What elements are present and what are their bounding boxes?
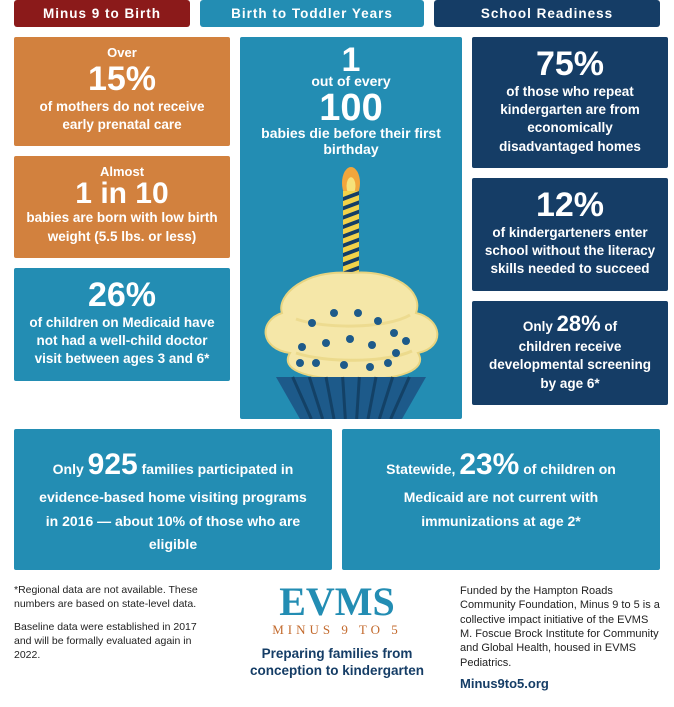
stat-well-child: 26% of children on Medicaid have not had…: [14, 268, 230, 381]
stat-value: 925: [88, 448, 138, 481]
cupcake-illustration: [246, 163, 456, 419]
footnotes: *Regional data are not available. These …: [14, 584, 214, 693]
stat-n2: 100: [246, 91, 456, 125]
cupcake-icon: [246, 163, 456, 419]
brand-tagline: Preparing families from conception to ki…: [226, 645, 448, 680]
stat-value: 75%: [480, 47, 660, 81]
stat-s2: babies die before their first birthday: [246, 125, 456, 157]
funding-block: Funded by the Hampton Roads Community Fo…: [460, 584, 660, 693]
brand-subtitle: MINUS 9 TO 5: [226, 622, 448, 639]
stat-value: 28%: [557, 311, 601, 336]
stat-pre: Statewide,: [386, 461, 459, 477]
stat-value: 26%: [22, 278, 222, 312]
right-column: 75% of those who repeat kindergarten are…: [472, 37, 668, 419]
brand-name: EVMS: [226, 584, 448, 620]
stat-pre: Only: [53, 461, 88, 477]
footer: *Regional data are not available. These …: [14, 584, 660, 693]
stat-value: 1 in 10: [22, 179, 222, 209]
stat-value: 12%: [480, 188, 660, 222]
funding-text: Funded by the Hampton Roads Community Fo…: [460, 584, 660, 670]
stat-sub: of kindergarteners enter school without …: [480, 224, 660, 279]
stat-literacy-skills: 12% of kindergarteners enter school with…: [472, 178, 668, 291]
left-column: Over 15% of mothers do not receive early…: [14, 37, 230, 419]
center-infant-mortality: 1 out of every 100 babies die before the…: [240, 37, 462, 419]
stat-line: Only 28% of: [480, 309, 660, 339]
stat-post: of: [601, 319, 618, 334]
brand-block: EVMS MINUS 9 TO 5 Preparing families fro…: [226, 584, 448, 693]
tab-birth-to-toddler: Birth to Toddler Years: [200, 0, 424, 27]
stat-sub: children receive developmental screening…: [480, 338, 660, 393]
stat-home-visiting: Only 925 families participated in eviden…: [14, 429, 332, 570]
bottom-row: Only 925 families participated in eviden…: [14, 429, 660, 570]
stat-value: 23%: [459, 448, 519, 481]
stat-value: 15%: [22, 62, 222, 96]
stat-pre: Over: [22, 45, 222, 60]
tab-minus-9-to-birth: Minus 9 to Birth: [14, 0, 190, 27]
stat-prenatal-care: Over 15% of mothers do not receive early…: [14, 37, 230, 146]
infographic-root: Minus 9 to Birth Birth to Toddler Years …: [0, 0, 674, 707]
footnote-1: *Regional data are not available. These …: [14, 584, 214, 611]
stat-sub: babies are born with low birth weight (5…: [22, 209, 222, 245]
stat-sub: of those who repeat kindergarten are fro…: [480, 83, 660, 156]
stat-immunizations: Statewide, 23% of children on Medicaid a…: [342, 429, 660, 570]
footnote-2: Baseline data were established in 2017 a…: [14, 621, 214, 662]
tab-school-readiness: School Readiness: [434, 0, 660, 27]
stat-repeat-kindergarten: 75% of those who repeat kindergarten are…: [472, 37, 668, 168]
stat-sub: of mothers do not receive early prenatal…: [22, 98, 222, 134]
brand-url: Minus9to5.org: [460, 676, 660, 693]
stat-developmental-screening: Only 28% of children receive development…: [472, 301, 668, 405]
stat-pre: Only: [523, 319, 557, 334]
main-grid: Over 15% of mothers do not receive early…: [14, 37, 660, 419]
stat-n1: 1: [246, 49, 456, 73]
category-tabs: Minus 9 to Birth Birth to Toddler Years …: [14, 0, 660, 27]
stat-sub: of children on Medicaid have not had a w…: [22, 314, 222, 369]
stat-low-birth-weight: Almost 1 in 10 babies are born with low …: [14, 156, 230, 257]
